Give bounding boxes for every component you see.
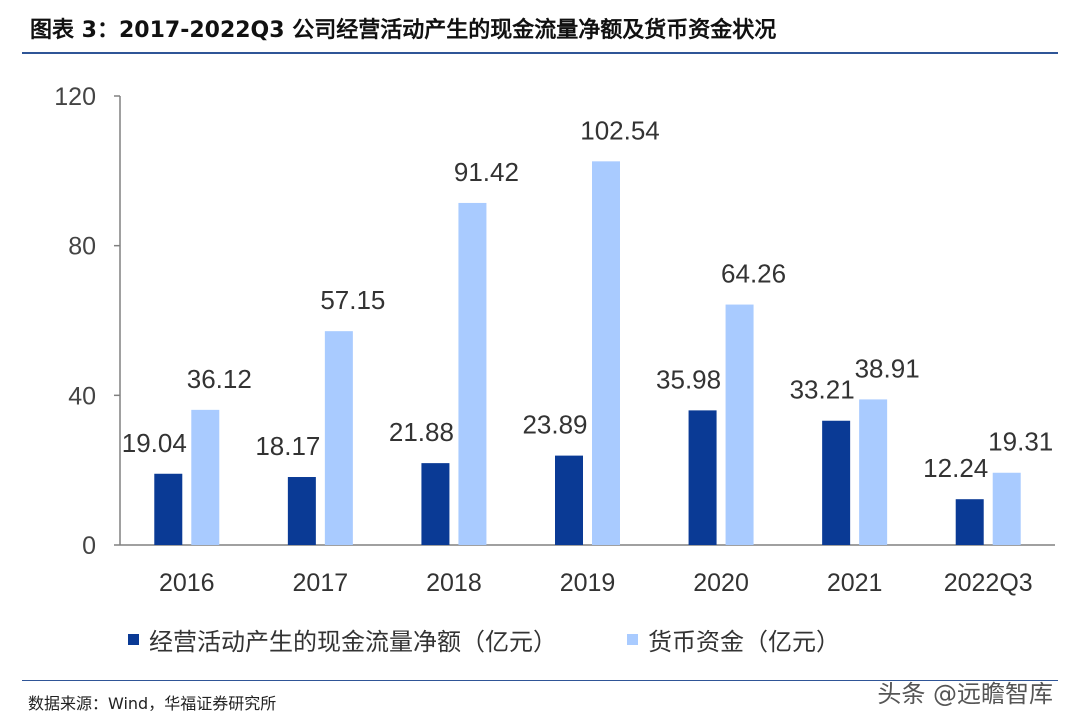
- bar-operating-cash-flow: [955, 499, 984, 545]
- data-label: 23.89: [522, 410, 587, 440]
- bar-operating-cash-flow: [555, 455, 583, 545]
- y-tick-label: 80: [68, 233, 96, 261]
- bar-monetary-funds: [725, 304, 754, 545]
- x-tick-label: 2019: [560, 569, 616, 597]
- x-tick-label: 2021: [827, 569, 883, 597]
- x-tick-label: 2017: [293, 569, 349, 597]
- legend-label-monetary-funds: 货币资金（亿元）: [648, 628, 840, 656]
- bar-operating-cash-flow: [287, 477, 316, 545]
- legend-item-operating-cash-flow: 经营活动产生的现金流量净额（亿元）: [128, 622, 557, 657]
- chart-title: 图表 3：2017-2022Q3 公司经营活动产生的现金流量净额及货币资金状况: [30, 18, 777, 43]
- bar-monetary-funds: [859, 399, 888, 545]
- legend-item-monetary-funds: 货币资金（亿元）: [627, 622, 840, 657]
- x-tick-label: 2020: [693, 569, 749, 597]
- bar-operating-cash-flow: [154, 473, 183, 545]
- y-tick-label: 40: [68, 382, 96, 410]
- data-label: 38.91: [855, 353, 920, 383]
- bar-monetary-funds: [592, 161, 620, 545]
- data-label: 18.17: [255, 431, 320, 461]
- bar-operating-cash-flow: [421, 463, 450, 545]
- x-tick-label: 2016: [159, 569, 215, 597]
- x-tick-label: 2018: [426, 569, 482, 597]
- data-label: 64.26: [721, 259, 786, 289]
- legend-swatch-light: [627, 634, 638, 645]
- data-label: 19.31: [988, 427, 1053, 457]
- data-label: 57.15: [320, 285, 385, 315]
- data-label: 19.04: [122, 428, 187, 458]
- data-label: 12.24: [923, 453, 988, 483]
- bar-monetary-funds: [992, 472, 1021, 545]
- bar-monetary-funds: [458, 202, 487, 545]
- data-label: 35.98: [656, 364, 721, 394]
- bar-operating-cash-flow: [688, 410, 717, 545]
- title-divider: [22, 52, 1058, 54]
- data-source-note: 数据来源：Wind，华福证券研究所: [28, 694, 277, 713]
- data-label: 33.21: [790, 375, 855, 405]
- data-label: 21.88: [389, 417, 454, 447]
- bar-monetary-funds: [324, 331, 353, 545]
- bar-monetary-funds: [191, 409, 220, 545]
- footer-divider: [22, 680, 1058, 681]
- chart-legend: 经营活动产生的现金流量净额（亿元） 货币资金（亿元）: [128, 622, 910, 657]
- data-label: 91.42: [454, 157, 519, 187]
- bar-chart: 0 40 80 120 2016 19.04 36.12 2017 18.17 57.15 2018…: [54, 83, 1055, 597]
- watermark: 头条 @远瞻智库: [877, 680, 1053, 708]
- legend-swatch-dark: [128, 634, 139, 645]
- data-label: 102.54: [580, 115, 660, 145]
- data-label: 36.12: [187, 364, 252, 394]
- legend-label-operating-cash-flow: 经营活动产生的现金流量净额（亿元）: [149, 628, 557, 656]
- x-tick-label: 2022Q3: [944, 569, 1033, 597]
- bar-operating-cash-flow: [822, 420, 851, 545]
- y-tick-label: 120: [54, 83, 96, 111]
- y-tick-label: 0: [82, 532, 96, 560]
